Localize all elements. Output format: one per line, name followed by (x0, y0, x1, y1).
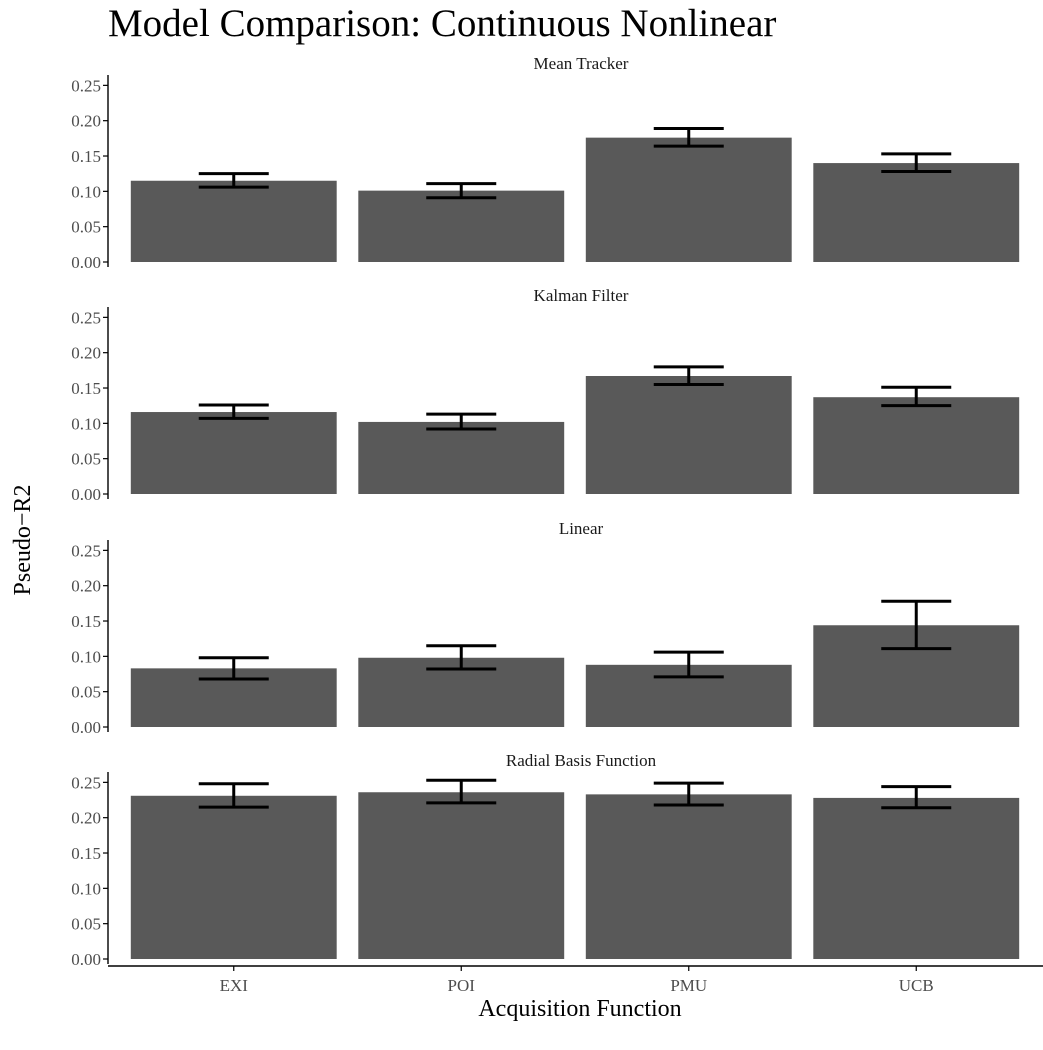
y-tick-label: 0.00 (71, 718, 101, 737)
error-bar-poi (426, 644, 497, 671)
chart-panels: Mean Tracker0.000.050.100.150.200.25Kalm… (71, 54, 1043, 995)
panel-linear: Linear 0.00 0.05 0.10 0.15 0.20 0.25 (71, 519, 1020, 737)
bar-pmu (585, 794, 792, 959)
y-tick-label: 0.15 (71, 612, 101, 631)
y-tick-label: 0.25 (71, 541, 101, 560)
error-bar-exi (198, 403, 269, 420)
y-tick-label: 0.20 (71, 809, 101, 828)
error-bar-pmu (653, 781, 724, 807)
y-axis-label: Pseudo−R2 (10, 485, 36, 596)
panel-radial-basis-function: Radial Basis Function 0.00 0.05 0.10 0.15 0.2… (71, 751, 1020, 969)
bar-poi (358, 792, 565, 959)
error-bar-poi (426, 412, 497, 431)
chart-title: Model Comparison: Continuous Nonlinear (108, 2, 776, 45)
y-tick-label: 0.10 (71, 414, 101, 433)
x-axis-label: Acquisition Function (478, 996, 681, 1022)
panel-title: Linear (559, 519, 604, 538)
error-bar-pmu (653, 365, 724, 386)
panel-title: Mean Tracker (534, 54, 629, 73)
bar-exi (130, 180, 337, 262)
error-bar-exi (198, 172, 269, 189)
y-tick-label: 0.00 (71, 253, 101, 272)
y-tick-label: 0.15 (71, 844, 101, 863)
y-tick-label: 0.05 (71, 915, 101, 934)
panel-mean-tracker: Mean Tracker 0.00 0.05 0.10 0.15 0.20 0.25 (71, 54, 1020, 272)
x-tick-label-ucb: UCB (899, 976, 934, 995)
error-bar-ucb (881, 385, 952, 408)
error-bar-poi (426, 778, 497, 805)
error-bar-ucb (881, 785, 952, 810)
y-tick-label: 0.10 (71, 182, 101, 201)
bar-poi (358, 190, 565, 262)
y-tick-label: 0.20 (71, 112, 101, 131)
y-tick-label: 0.00 (71, 950, 101, 969)
bar-exi (130, 795, 337, 959)
y-tick-label: 0.00 (71, 485, 101, 504)
y-tick-label: 0.10 (71, 647, 101, 666)
error-bar-poi (426, 182, 497, 200)
panel-kalman-filter: Kalman Filter 0.00 0.05 0.10 0.15 0.20 0.25 (71, 286, 1020, 504)
error-bar-exi (198, 782, 269, 809)
bar-ucb (813, 797, 1020, 959)
y-tick-label: 0.10 (71, 879, 101, 898)
bar-ucb (813, 163, 1020, 262)
bar-ucb (813, 397, 1020, 494)
bar-exi (130, 412, 337, 494)
bar-pmu (585, 137, 792, 262)
y-tick-label: 0.05 (71, 683, 101, 702)
bar-poi (358, 421, 565, 494)
y-tick-label: 0.25 (71, 773, 101, 792)
x-tick-label-pmu: PMU (670, 976, 707, 995)
x-tick-label-poi: POI (448, 976, 476, 995)
y-tick-label: 0.20 (71, 577, 101, 596)
y-tick-label: 0.25 (71, 308, 101, 327)
y-tick-label: 0.25 (71, 76, 101, 95)
error-bar-ucb (881, 599, 952, 651)
error-bar-exi (198, 656, 269, 681)
y-tick-label: 0.15 (71, 379, 101, 398)
bar-pmu (585, 376, 792, 494)
y-tick-label: 0.05 (71, 218, 101, 237)
error-bar-pmu (653, 126, 724, 148)
y-tick-label: 0.20 (71, 344, 101, 363)
error-bar-ucb (881, 152, 952, 174)
y-tick-label: 0.15 (71, 147, 101, 166)
y-tick-label: 0.05 (71, 450, 101, 469)
panel-title: Radial Basis Function (506, 751, 657, 770)
panel-title: Kalman Filter (534, 286, 629, 305)
x-tick-label-exi: EXI (220, 976, 249, 995)
error-bar-pmu (653, 650, 724, 679)
